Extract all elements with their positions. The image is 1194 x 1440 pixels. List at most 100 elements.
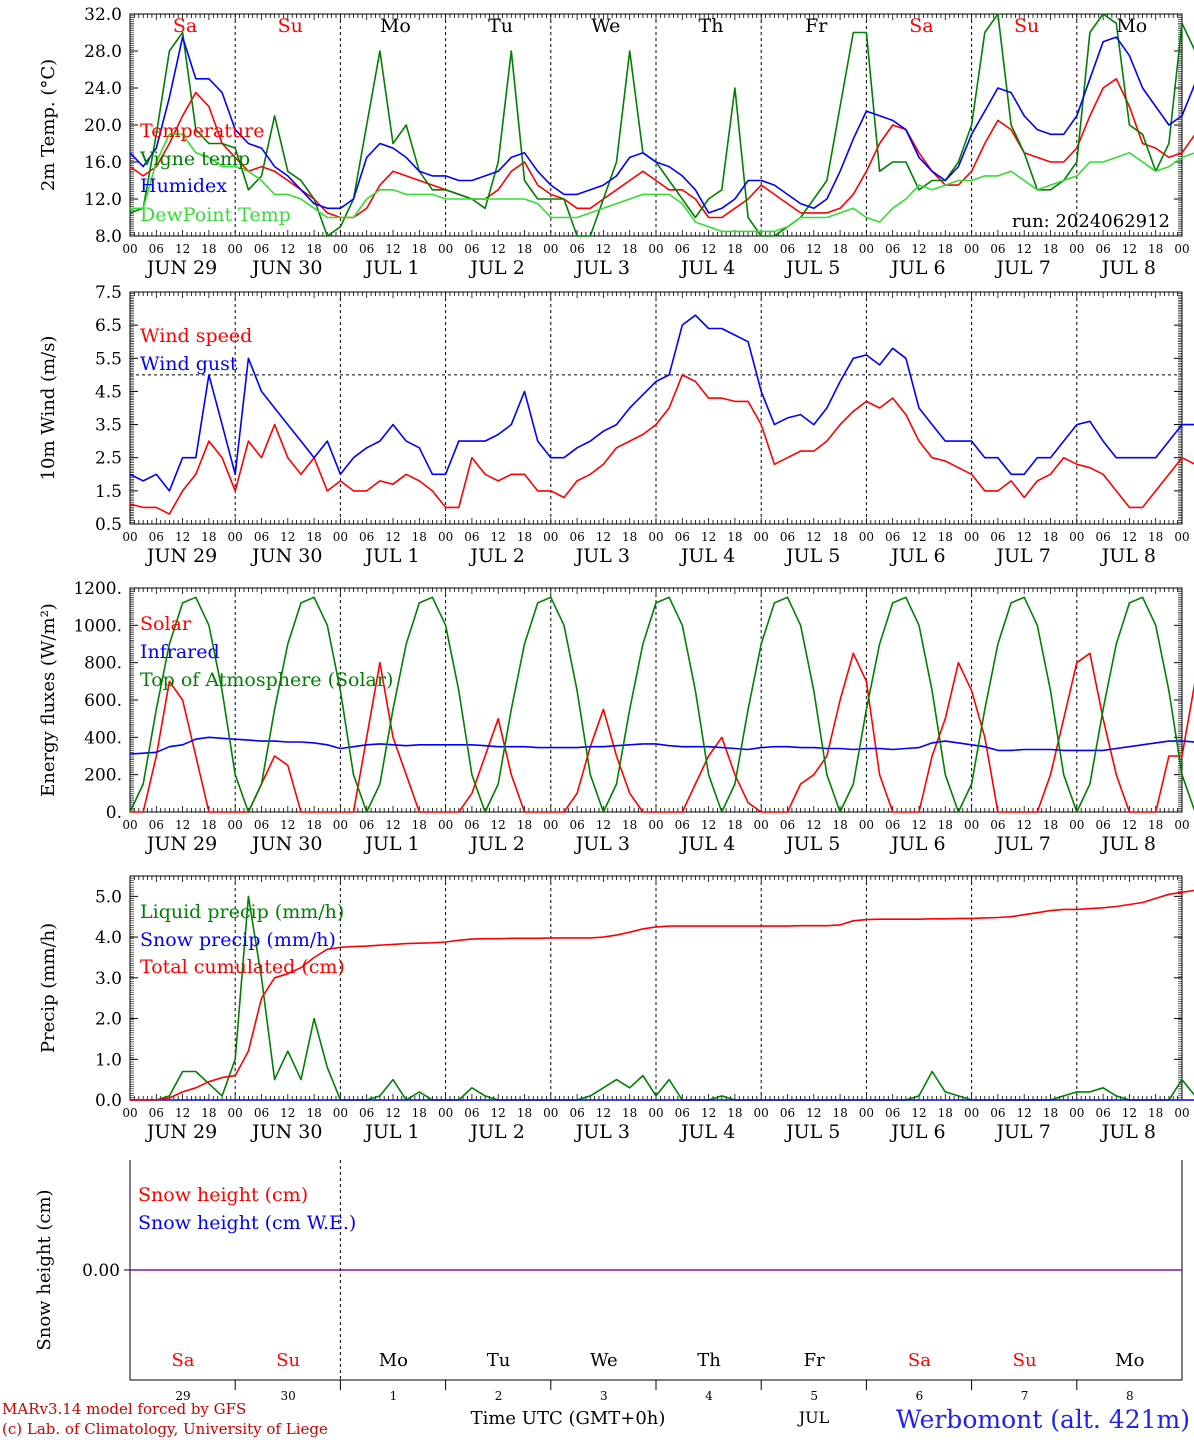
x-tick-label: 18 [1043,818,1058,832]
day-number: 5 [810,1389,818,1403]
x-tick-label: 06 [1095,242,1110,256]
x-tick-label: 06 [1095,1106,1110,1120]
date-label: JUL 1 [363,1121,419,1143]
date-label: JUN 29 [145,833,217,855]
x-tick-label: 12 [1122,1106,1137,1120]
x-tick-label: 18 [727,242,742,256]
x-tick-label: 12 [280,242,295,256]
x-tick-marks [129,876,1183,1100]
x-tick-label: 00 [1174,1106,1189,1120]
x-tick-label: 06 [990,818,1005,832]
x-tick-label: 06 [675,818,690,832]
y-axis-label: Precip (mm/h) [38,923,59,1053]
y-tick-label: 12.0 [84,190,122,210]
x-tick-label: 00 [1174,242,1189,256]
series-wind-gust [129,314,1194,492]
x-tick-label: 06 [254,242,269,256]
x-tick-label: 00 [122,242,137,256]
date-label: JUL 2 [468,1121,524,1143]
x-tick-label: 18 [832,818,847,832]
day-number: 7 [1021,1389,1029,1403]
date-label: JUL 8 [1100,1121,1156,1143]
x-tick-label: 00 [754,242,769,256]
x-tick-label: 00 [438,530,453,544]
plot-frame [129,587,1183,813]
y-tick-label: 8.0 [95,227,122,247]
y-tick-label: 1200. [73,579,122,599]
x-tick-label: 00 [543,818,558,832]
x-tick-label: 12 [701,242,716,256]
day-number: 29 [175,1389,190,1403]
panel-1: 8.0 12.0 16.0 20.0 24.0 28.0 32.0 2m Temp. (°C)… [38,5,1194,279]
x-tick-label: 06 [780,818,795,832]
x-tick-label: 06 [359,242,374,256]
x-tick-label: 06 [464,1106,479,1120]
x-tick-label: 12 [1122,530,1137,544]
x-tick-label: 00 [333,242,348,256]
legend-entry: Wind speed [140,325,252,347]
x-tick-label: 00 [438,1106,453,1120]
y-tick-label: 0. [106,803,122,823]
date-label: JUL 6 [889,1121,945,1143]
x-tick-label: 06 [885,1106,900,1120]
x-tick-label: 06 [780,242,795,256]
lab-credit: (c) Lab. of Climatology, University of L… [2,1420,328,1438]
x-tick-label: 00 [543,530,558,544]
y-tick-label: 0.0 [95,1091,122,1111]
legend-entry: Humidex [140,175,227,197]
x-tick-label: 00 [228,818,243,832]
legend-entry: Vigne temp [139,148,250,170]
x-tick-label: 18 [517,242,532,256]
station-name: Werbomont (alt. 421m) [896,1405,1190,1434]
x-tick-label: 06 [990,1106,1005,1120]
x-tick-label: 12 [911,242,926,256]
x-tick-label: 12 [596,530,611,544]
x-tick-label: 18 [1148,818,1163,832]
x-tick-label: 00 [1069,1106,1084,1120]
date-label: JUL 4 [679,833,735,855]
y-tick-label: 4.5 [95,382,122,402]
x-tick-label: 00 [1069,242,1084,256]
legend-entry: Solar [140,613,192,635]
y-tick-label: 16.0 [84,153,122,173]
x-tick-label: 18 [832,242,847,256]
y-tick-label: 6.5 [95,316,122,336]
date-label: JUL 1 [363,545,419,567]
x-tick-label: 18 [517,530,532,544]
x-tick-label: 18 [1043,1106,1058,1120]
x-tick-label: 00 [122,1106,137,1120]
y-tick-label: 1000. [73,616,122,636]
day-abbrev: Fr [804,1350,825,1371]
day-abbrev: Su [276,1350,300,1371]
x-tick-label: 06 [885,818,900,832]
x-tick-label: 18 [1043,242,1058,256]
series-infrared [129,736,1194,755]
x-tick-label: 12 [701,530,716,544]
x-tick-label: 12 [596,818,611,832]
y-axis-label: 2m Temp. (°C) [38,59,59,191]
y-tick-label: 24.0 [84,79,122,99]
x-tick-label: 12 [385,530,400,544]
panel-2: 0.5 1.5 2.5 3.5 4.5 5.5 6.5 7.5 10m Wind (m/s) 00… [38,283,1194,567]
day-number: 1 [390,1389,398,1403]
day-abbrev: Mo [379,1350,408,1371]
x-tick-label: 00 [228,242,243,256]
x-tick-label: 12 [806,242,821,256]
x-tick-label: 12 [491,818,506,832]
x-tick-label: 18 [727,530,742,544]
day-abbrev: Sa [171,1350,194,1371]
day-abbrev: Su [1014,15,1039,37]
day-abbrev: Sa [173,15,197,37]
x-tick-label: 12 [911,818,926,832]
date-label: JUL 8 [1100,545,1156,567]
x-tick-label: 18 [1148,242,1163,256]
date-label: JUL 1 [363,833,419,855]
x-tick-label: 00 [964,242,979,256]
y-axis-label: 10m Wind (m/s) [38,336,59,481]
x-tick-marks [129,292,1183,524]
x-tick-label: 12 [806,1106,821,1120]
x-tick-label: 18 [832,530,847,544]
x-tick-label: 12 [1017,818,1032,832]
date-label: JUL 3 [574,833,630,855]
x-tick-label: 12 [1122,818,1137,832]
